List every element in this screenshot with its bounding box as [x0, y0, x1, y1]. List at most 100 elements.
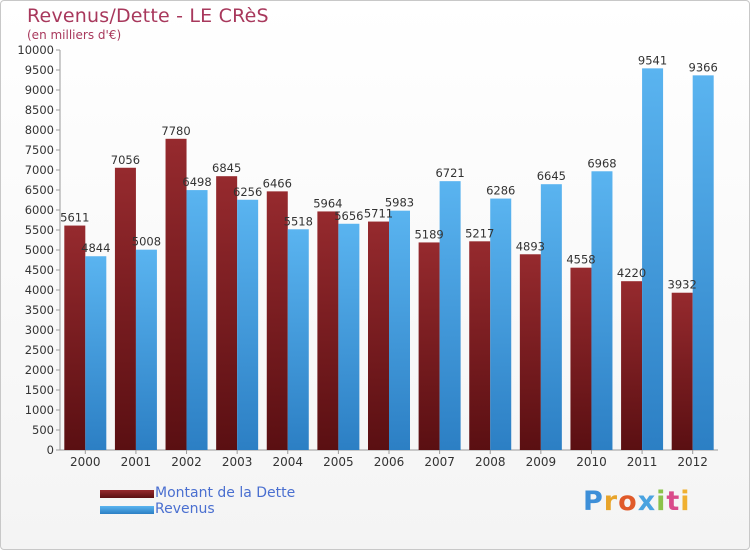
- legend-item-revenus: Revenus: [100, 501, 360, 518]
- x-tick-label: 2003: [222, 455, 253, 469]
- data-label-revenus: 4844: [81, 241, 110, 255]
- bar-revenus: [692, 75, 714, 451]
- bar-revenus: [237, 199, 259, 450]
- y-tick-label: 9500: [25, 63, 54, 77]
- bar-revenus: [490, 198, 512, 450]
- x-axis: 2000 2001 2002 2003 2004 2005 2006 2007 2008 2009…: [60, 449, 718, 469]
- y-tick-label: 5000: [25, 243, 54, 257]
- bar-dette: [216, 176, 238, 450]
- bars: [64, 68, 714, 451]
- bar-revenus: [591, 171, 613, 450]
- x-tick-label: 2009: [526, 455, 557, 469]
- bar-dette: [418, 242, 440, 450]
- data-label-dette: 5189: [414, 227, 443, 241]
- legend-swatch-revenus: [100, 506, 154, 514]
- bar-revenus: [85, 256, 107, 450]
- data-label-dette: 7780: [161, 124, 190, 138]
- y-tick-label: 3500: [25, 303, 54, 317]
- bar-dette: [671, 292, 693, 450]
- legend-label-dette: Montant de la Dette: [155, 485, 296, 501]
- y-tick-label: 6000: [25, 203, 54, 217]
- bar-dette: [317, 211, 339, 450]
- chart-subtitle: (en milliers d'€): [27, 28, 122, 42]
- data-label-revenus: 9366: [689, 60, 718, 74]
- data-label-dette: 5711: [364, 207, 393, 221]
- y-tick-label: 500: [32, 423, 54, 437]
- bar-revenus: [186, 190, 208, 450]
- y-tick-label: 7500: [25, 143, 54, 157]
- data-label-revenus: 6498: [182, 175, 211, 189]
- y-tick-label: 5500: [25, 223, 54, 237]
- y-tick-label: 2000: [25, 363, 54, 377]
- data-label-dette: 3932: [668, 278, 697, 292]
- bar-dette: [519, 254, 541, 450]
- x-tick-label: 2006: [374, 455, 405, 469]
- x-tick-label: 2011: [627, 455, 658, 469]
- bar-revenus: [540, 184, 562, 450]
- y-axis: 0 500 1000 1500 2000 2500 3000 3500 4000 4500 5000…: [17, 43, 61, 457]
- y-tick-label: 10000: [17, 43, 54, 57]
- x-tick-label: 2012: [677, 455, 708, 469]
- data-label-revenus: 5983: [385, 196, 414, 210]
- y-tick-label: 8500: [25, 103, 54, 117]
- legend-label-revenus: Revenus: [155, 501, 215, 517]
- bar-dette: [114, 167, 136, 450]
- bar-dette: [570, 267, 592, 450]
- data-label-revenus: 6645: [537, 169, 566, 183]
- bar-revenus: [287, 229, 309, 450]
- x-tick-label: 2002: [171, 455, 202, 469]
- legend-swatch-dette: [100, 490, 154, 498]
- legend-item-dette: Montant de la Dette: [100, 485, 360, 502]
- y-tick-label: 9000: [25, 83, 54, 97]
- data-label-revenus: 5656: [334, 209, 363, 223]
- data-label-dette: 5611: [60, 211, 89, 225]
- bar-revenus: [389, 210, 410, 450]
- data-label-dette: 5217: [465, 226, 494, 240]
- data-label-revenus: 9541: [638, 53, 667, 67]
- y-tick-label: 6500: [25, 183, 54, 197]
- bar-dette: [165, 138, 187, 451]
- data-label-revenus: 6286: [486, 184, 515, 198]
- data-label-revenus: 6968: [587, 156, 616, 170]
- x-tick-label: 2008: [475, 455, 506, 469]
- bar-dette: [64, 225, 86, 450]
- y-tick-label: 4500: [25, 263, 54, 277]
- bar-revenus: [439, 181, 461, 450]
- bar-dette: [621, 281, 643, 450]
- data-label-revenus: 6721: [435, 166, 464, 180]
- y-tick-label: 4000: [25, 283, 54, 297]
- x-tick-label: 2001: [121, 455, 152, 469]
- y-tick-label: 1000: [25, 403, 54, 417]
- x-tick-label: 2004: [272, 455, 303, 469]
- data-label-dette: 5964: [313, 196, 342, 210]
- x-tick-label: 2007: [424, 455, 455, 469]
- bar-revenus: [135, 249, 157, 450]
- x-tick-label: 2000: [70, 455, 101, 469]
- y-tick-label: 7000: [25, 163, 54, 177]
- bar-revenus: [642, 68, 664, 451]
- bar-dette: [368, 221, 389, 450]
- bar-dette: [266, 191, 288, 451]
- y-tick-label: 3000: [25, 323, 54, 337]
- x-tick-label: 2005: [323, 455, 354, 469]
- y-tick-label: 8000: [25, 123, 54, 137]
- legend: Montant de la Dette Revenus: [100, 485, 360, 518]
- data-label-dette: 4220: [617, 266, 646, 280]
- data-label-revenus: 5008: [132, 235, 161, 249]
- y-tick-label: 0: [47, 443, 54, 457]
- data-label-dette: 6845: [212, 161, 241, 175]
- bar-revenus: [338, 223, 360, 450]
- data-label-revenus: 5518: [284, 214, 313, 228]
- x-tick-label: 2010: [576, 455, 607, 469]
- bar-dette: [469, 241, 491, 450]
- y-tick-label: 1500: [25, 383, 54, 397]
- data-label-revenus: 6256: [233, 185, 262, 199]
- data-label-dette: 7056: [111, 153, 140, 167]
- data-label-dette: 4893: [516, 239, 545, 253]
- y-tick-label: 2500: [25, 343, 54, 357]
- proxiti-logo: Proxiti: [583, 486, 691, 517]
- data-label-dette: 4558: [566, 253, 595, 267]
- data-label-dette: 6466: [263, 176, 292, 190]
- chart-title: Revenus/Dette - LE CRèS: [27, 5, 269, 27]
